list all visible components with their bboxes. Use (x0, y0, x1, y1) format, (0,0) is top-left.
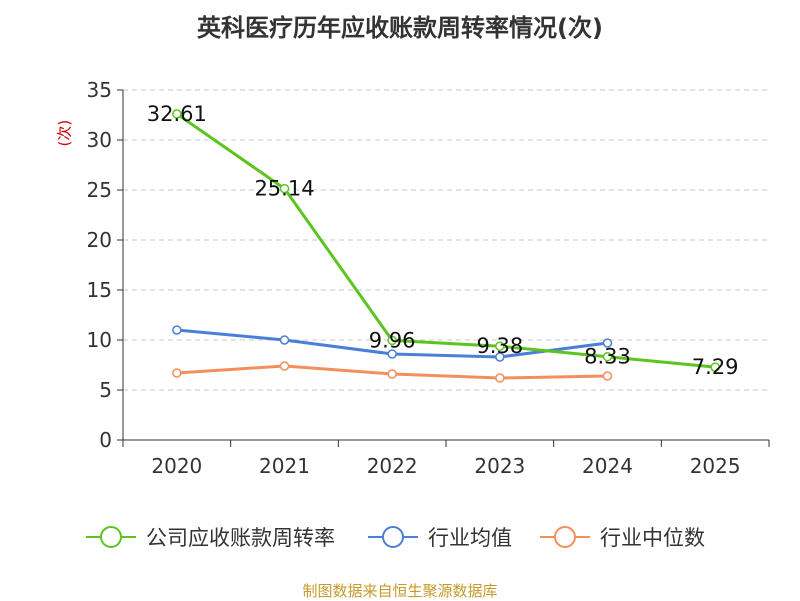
data-label: 8.33 (584, 345, 631, 369)
legend-item[interactable]: 公司应收账款周转率 (86, 526, 335, 550)
y-tick-label: 10 (87, 328, 112, 352)
x-tick-label: 2022 (367, 454, 418, 478)
data-label: 7.29 (692, 355, 739, 379)
series-line (175, 112, 716, 369)
data-point (495, 341, 505, 351)
grid-lines (123, 89, 769, 391)
legend-label: 行业均值 (428, 526, 512, 550)
data-point (602, 338, 613, 348)
data-point (279, 361, 290, 371)
y-tick-label: 15 (87, 278, 112, 302)
legend[interactable]: 公司应收账款周转率 行业均值 行业中位数 (86, 526, 705, 550)
legend-item[interactable]: 行业中位数 (540, 526, 705, 550)
series-lines (172, 109, 720, 383)
source-note: 制图数据来自恒生聚源数据库 (302, 582, 498, 600)
y-tick-label: 35 (87, 78, 112, 102)
data-point (602, 371, 613, 381)
data-label: 25.14 (254, 177, 314, 201)
x-tick-label: 2021 (259, 454, 310, 478)
data-point (495, 352, 505, 362)
legend-marker (100, 526, 122, 548)
chart-title: 英科医疗历年应收账款周转率情况(次) (197, 14, 603, 42)
x-tick-label: 2025 (690, 454, 741, 478)
data-point (495, 373, 505, 383)
data-point (279, 183, 290, 194)
data-point (279, 335, 290, 345)
data-labels: 32.61 25.14 9.96 9.38 8.33 7.29 (147, 102, 739, 379)
y-tick-label: 30 (87, 128, 112, 152)
data-point (602, 351, 613, 362)
legend-marker (382, 526, 404, 548)
y-tick-label: 0 (99, 428, 112, 452)
data-point (172, 368, 182, 378)
x-tick-label: 2023 (474, 454, 525, 478)
data-point (387, 349, 397, 359)
data-label: 9.38 (476, 334, 523, 358)
data-point (387, 369, 397, 379)
legend-label: 公司应收账款周转率 (146, 526, 335, 550)
data-point (710, 362, 720, 372)
data-point (387, 335, 397, 346)
y-tick-label: 25 (87, 178, 112, 202)
data-label: 9.96 (369, 328, 416, 352)
y-tick-label: 5 (99, 378, 112, 402)
data-point (172, 325, 182, 335)
legend-marker (554, 526, 576, 548)
x-tick-label: 2020 (151, 454, 202, 478)
y-tick-label: 20 (87, 228, 112, 252)
legend-item[interactable]: 行业均值 (368, 526, 512, 550)
legend-label: 行业中位数 (600, 526, 705, 550)
x-tick-label: 2024 (582, 454, 633, 478)
data-point (172, 109, 182, 119)
data-label: 32.61 (147, 102, 207, 126)
